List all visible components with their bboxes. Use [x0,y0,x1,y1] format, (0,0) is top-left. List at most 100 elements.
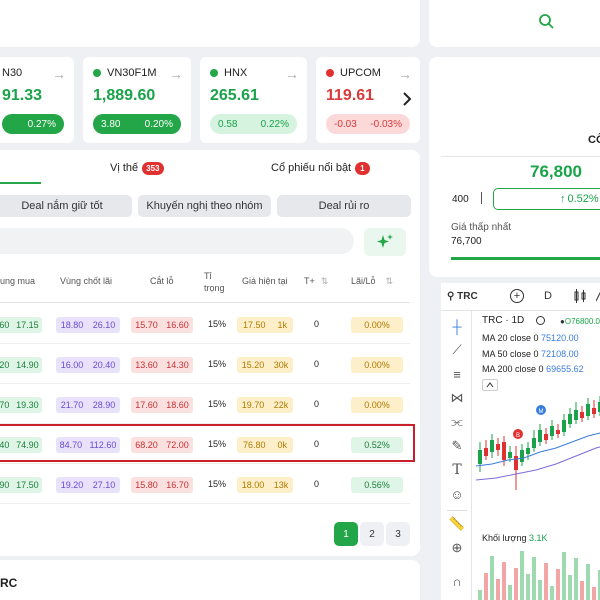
add-indicator-button[interactable]: + [510,289,524,303]
take-profit-chip: 84.70 112.60 [56,437,120,453]
index-name-label: HNX [224,67,248,79]
volume-chart [478,551,600,600]
search-input[interactable] [0,228,354,254]
table-row[interactable]: 60 17.15 18.80 26.10 15.70 16.60 15% 17.50 1k 0 0.… [0,304,410,344]
sort-icon: ⇅ [320,276,329,286]
index-change-pill: 3.80 0.20% [93,114,181,134]
candle-body [568,414,572,424]
candle-body [478,450,482,464]
col-vung-chot-lai[interactable]: Vùng chốt lãi [60,276,113,286]
volume-bar [490,556,494,600]
col-vung-mua[interactable]: ung mua [0,276,36,286]
arrow-right-icon: → [169,66,183,82]
magnet-icon[interactable]: ∩ [452,573,462,589]
current-price-chip: 19.70 22k [237,397,293,413]
count-badge: 1 [355,162,370,175]
table-row[interactable]: 90 17.50 19.20 27.10 15.80 16.70 15% 18.00 13k 0 0… [0,464,410,504]
candle-body [508,452,512,458]
take-profit-chip-value: 20.40 [92,360,116,370]
eye-icon[interactable] [536,316,545,325]
tab-vi-the[interactable]: Vị thế 353 [110,162,164,175]
stop-loss-chip-value: 16.70 [166,480,189,490]
ma-label: MA 200 close 0 [482,364,544,374]
ma200-legend: MA 200 close 0 69655.62 [482,364,584,374]
index-card-vn30[interactable]: N30 → 91.33 0.27% [0,57,74,143]
index-name-label: N30 [2,67,23,79]
t-plus-cell: 0 [314,479,320,489]
zoom-in-icon[interactable]: ⊕ [451,540,463,555]
stop-loss-chip: 15.70 16.60 [131,317,193,333]
interval-button[interactable]: D [544,290,552,302]
crosshair-icon[interactable]: ┼ [452,318,462,334]
change-pill: ↑ 0.52% [493,188,600,210]
symbol-search-button[interactable]: ⚲ TRC [447,291,478,302]
segment-deal-nam-giu-tot[interactable]: Deal nắm giữ tốt [0,195,132,217]
indicators-button[interactable] [595,289,600,306]
chart-type-button[interactable] [574,289,586,306]
index-card-upcom[interactable]: UPCOM → 119.61 -0.03 -0.03% [316,57,420,143]
col-gia-hien-tai[interactable]: Giá hiện tại [242,276,288,286]
col-ti-trong[interactable]: Tỉ trọng [204,271,225,293]
index-change-value: 0.58 [218,118,238,130]
profit-loss-chip: 0.00% [351,317,403,333]
ma50-legend: MA 50 close 0 72108.00 [482,349,579,359]
page-3-button[interactable]: 3 [386,522,410,546]
candle-body [526,448,530,454]
t-plus-cell: 0 [314,359,320,369]
candle-body [538,430,542,442]
index-card-vn30f1m[interactable]: VN30F1M → 1,889.60 3.80 0.20% [83,57,191,143]
trend-line-icon[interactable]: ⟋ [452,342,462,357]
text-tool-icon[interactable]: T [452,462,462,478]
volume-bar [556,569,560,600]
measure-icon[interactable]: ⫘ [451,414,463,429]
segment-khuyen-nghi-theo-nhom[interactable]: Khuyến nghị theo nhóm [138,195,271,217]
emoji-icon[interactable]: ☺ [450,486,464,502]
tab-label: Cổ phiếu nổi bật [271,162,352,174]
sell-marker [513,429,523,439]
pattern-icon[interactable]: ⋈ [450,390,464,405]
arrow-up-icon: ↑ [560,193,566,205]
search-icon[interactable] [538,13,554,29]
col-cat-lo[interactable]: Cắt lỗ [150,276,174,286]
take-profit-chip-value: 84.70 [59,440,83,450]
segment-deal-rui-ro[interactable]: Deal rủi ro [277,195,411,217]
separator [481,192,482,204]
index-change-pill: 0.27% [2,114,64,134]
current-price-chip-value: 30k [273,360,289,370]
volume-bar [574,558,578,600]
tab-co-phieu-noi-bat[interactable]: Cổ phiếu nổi bật 1 [271,162,370,175]
index-value: 1,889.60 [93,87,156,104]
ruler-icon[interactable]: 📏 [448,516,466,531]
profit-loss-chip: 0.52% [351,437,403,453]
buy-zone-chip: 90 17.50 [0,477,42,493]
parallel-lines-icon[interactable]: ≡ [453,366,461,382]
buy-zone-chip: 40 74.90 [0,437,42,453]
brush-icon[interactable]: ✎ [451,438,463,453]
col-t-plus[interactable]: T+ ⇅ [304,276,328,287]
chevron-up-icon [486,382,494,388]
stop-loss-chip: 15.80 16.70 [131,477,193,493]
table-row[interactable]: 40 74.90 84.70 112.60 68.20 72.00 15% 76.80 0k 0 0… [0,424,410,464]
index-change-pct: 0.22% [260,118,289,130]
t-plus-cell: 0 [314,439,320,449]
take-profit-chip-value: 19.20 [60,480,84,490]
page-2-button[interactable]: 2 [360,522,384,546]
page-1-button[interactable]: 1 [334,522,358,546]
index-card-hnx[interactable]: HNX → 265.61 0.58 0.22% [200,57,307,143]
col-lai-lo[interactable]: Lãi/Lỗ ⇅ [351,276,393,287]
t-plus-cell: 0 [314,399,320,409]
table-row[interactable]: 70 19.30 21.70 28.90 17.60 18.60 15% 19.70 22k 0 0… [0,384,410,424]
status-dot [326,69,334,77]
index-change-value: 3.80 [101,118,121,130]
price-chart[interactable]: B M [472,390,600,530]
count-badge: 353 [142,162,164,175]
collapse-legend-button[interactable] [482,379,498,391]
volume-bar [484,573,488,600]
weight-cell: 15% [208,439,227,449]
profit-loss-chip: 0.00% [351,397,403,413]
stop-loss-chip-value: 18.60 [166,400,189,410]
table-row[interactable]: 20 14.90 16.00 20.40 13.60 14.30 15% 15.20 30k 0 0… [0,344,410,384]
ai-sparkle-button[interactable] [364,228,406,256]
stop-loss-chip: 68.20 72.00 [131,437,193,453]
carousel-next-button[interactable] [398,90,416,108]
